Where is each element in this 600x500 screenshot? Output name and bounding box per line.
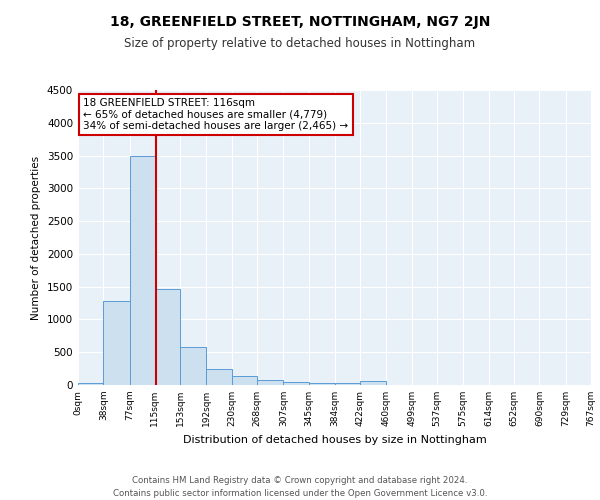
Bar (130, 156, 155, 385)
Bar (78, 382, 103, 385)
Bar (181, 347, 206, 385)
Bar (360, 382, 386, 385)
Text: 18 GREENFIELD STREET: 116sqm
← 65% of detached houses are smaller (4,779)
34% of: 18 GREENFIELD STREET: 116sqm ← 65% of de… (83, 98, 349, 131)
Text: Contains HM Land Registry data © Crown copyright and database right 2024.
Contai: Contains HM Land Registry data © Crown c… (113, 476, 487, 498)
Bar (257, 380, 283, 385)
Bar (283, 382, 309, 385)
Bar (232, 376, 257, 385)
Bar (103, 301, 130, 385)
Bar (155, 288, 181, 385)
Text: Size of property relative to detached houses in Nottingham: Size of property relative to detached ho… (124, 38, 476, 51)
Bar (309, 383, 335, 385)
Bar (206, 370, 232, 385)
X-axis label: Distribution of detached houses by size in Nottingham: Distribution of detached houses by size … (182, 434, 487, 444)
Bar (335, 383, 360, 385)
Y-axis label: Number of detached properties: Number of detached properties (31, 156, 41, 320)
Text: 18, GREENFIELD STREET, NOTTINGHAM, NG7 2JN: 18, GREENFIELD STREET, NOTTINGHAM, NG7 2… (110, 15, 490, 29)
